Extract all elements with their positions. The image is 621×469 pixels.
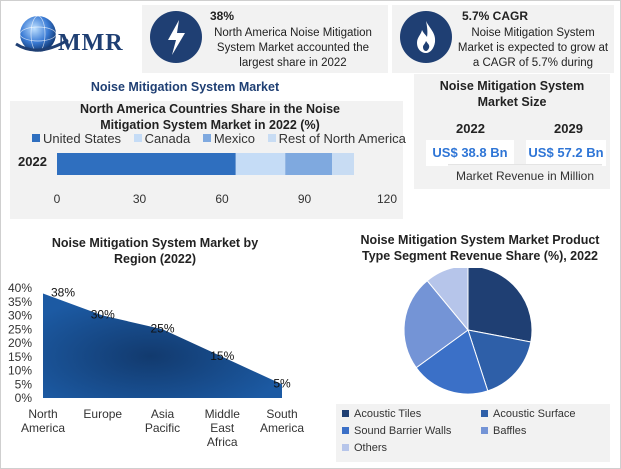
pie-slice: [467, 329, 532, 392]
globe-icon: [15, 15, 69, 53]
stacked-bar-panel: North America Countries Share in the Noi…: [10, 101, 406, 219]
data-label: 15%: [210, 349, 234, 363]
market-size-title: Noise Mitigation System Market Size: [439, 79, 585, 109]
pie-slice: [415, 329, 489, 395]
y-tick-label: 40%: [8, 281, 32, 295]
y-tick-label: 5%: [15, 377, 33, 391]
legend-swatch: [481, 427, 488, 434]
stat-card-cagr: 5.7% CAGR Noise Mitigation System Market…: [392, 5, 614, 73]
bar-segment: [235, 153, 286, 175]
market-year-2022: 2022: [456, 121, 485, 136]
area-series: [43, 293, 282, 398]
market-value-2029: US$ 57.2 Bn: [526, 140, 606, 166]
x-tick-label: South America: [260, 407, 304, 435]
legend-label: Acoustic Surface: [493, 408, 576, 420]
bar-segment: [332, 153, 354, 175]
legend-swatch: [267, 134, 276, 142]
x-tick-label: 60: [215, 192, 229, 206]
pie-legend-item: Acoustic Surface: [481, 408, 576, 420]
legend-label: Canada: [144, 131, 191, 146]
y-tick-label: 25%: [8, 322, 32, 336]
pie-slice: [426, 268, 469, 332]
pie-legend-item: Baffles: [481, 425, 526, 437]
x-tick-label: North America: [21, 407, 65, 435]
legend-label: Rest of North America: [278, 131, 406, 146]
stat-headline: 38%: [210, 9, 235, 23]
legend-label: Baffles: [493, 425, 527, 437]
area-chart-title: Noise Mitigation System Market by Region…: [51, 236, 259, 266]
y-tick-label: 0%: [15, 391, 33, 405]
pie-legend-item: Acoustic Tiles: [342, 408, 421, 420]
legend-swatch: [342, 444, 349, 451]
y-tick-label: 10%: [8, 364, 32, 378]
y-tick-label: 35%: [8, 295, 32, 309]
stat-headline: 5.7% CAGR: [462, 9, 529, 23]
data-label: 5%: [273, 376, 291, 390]
x-tick-label: 30: [133, 192, 147, 206]
x-tick-label: Middle East Africa: [205, 407, 241, 449]
pie-chart-title: Noise Mitigation System Market Product T…: [360, 233, 600, 263]
stat-text: North America Noise Mitigation System Ma…: [214, 27, 372, 69]
legend-label: Sound Barrier Walls: [354, 425, 452, 437]
x-tick-label: Europe: [83, 407, 122, 421]
legend-swatch: [133, 134, 142, 142]
legend-swatch: [342, 427, 349, 434]
bar-segment: [285, 153, 332, 175]
x-tick-label: Asia Pacific: [145, 407, 180, 435]
x-tick-label: 120: [377, 192, 397, 206]
legend-swatch: [481, 410, 488, 417]
data-label: 38%: [51, 286, 75, 300]
mmr-logo: MMR: [8, 10, 138, 60]
bar-category-label: 2022: [18, 154, 47, 169]
section-title: Noise Mitigation System Market: [90, 80, 280, 94]
area-chart: 0%5%10%15%20%25%30%35%40% 38%30%25%15%5%N…: [8, 281, 304, 449]
legend-label: Acoustic Tiles: [354, 408, 422, 420]
x-tick-label: 90: [298, 192, 312, 206]
market-year-2029: 2029: [554, 121, 583, 136]
y-tick-label: 20%: [8, 336, 32, 350]
bar-segment: [57, 153, 236, 175]
stacked-bar-chart: 0 30 60 90 120: [54, 153, 397, 206]
legend-swatch: [202, 134, 211, 142]
x-tick-label: 0: [54, 192, 61, 206]
bar-legend: United States Canada Mexico Rest of Nort…: [32, 131, 415, 146]
legend-swatch: [32, 134, 40, 142]
flame-icon: [400, 11, 452, 63]
pie-slice: [403, 279, 469, 369]
stat-card-share: 38% North America Noise Mitigation Syste…: [142, 5, 388, 73]
data-label: 25%: [150, 321, 174, 335]
lightning-bolt-icon: [150, 11, 202, 63]
legend-label: Others: [354, 442, 388, 454]
market-caption: Market Revenue in Million: [455, 169, 595, 183]
y-tick-label: 30%: [8, 309, 32, 323]
y-tick-label: 15%: [8, 350, 32, 364]
pie-slice: [467, 268, 533, 343]
pie-chart: [403, 268, 533, 395]
stat-text: Noise Mitigation System Market is expect…: [457, 27, 609, 69]
data-label: 30%: [91, 308, 115, 322]
pie-legend-item: Sound Barrier Walls: [342, 425, 451, 437]
legend-label: Mexico: [213, 131, 256, 146]
legend-swatch: [342, 410, 349, 417]
brand-name: MMR: [58, 30, 124, 56]
bar-chart-title: North America Countries Share in the Noi…: [79, 102, 340, 132]
legend-label: United States: [43, 131, 122, 146]
market-caption-box: Market Revenue in Million: [448, 164, 602, 187]
pie-legend-panel: Acoustic Tiles Acoustic Surface Sound Ba…: [336, 404, 610, 462]
pie-legend-item: Others: [342, 442, 387, 454]
market-value-2022: US$ 38.8 Bn: [426, 140, 514, 166]
